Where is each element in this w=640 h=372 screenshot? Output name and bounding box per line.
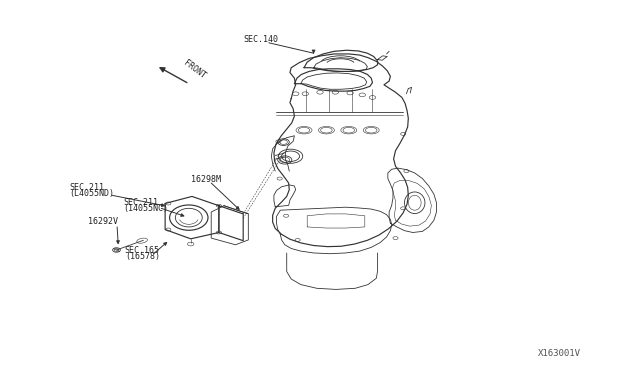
Text: 16292V: 16292V xyxy=(88,217,118,226)
Text: (14055NC): (14055NC) xyxy=(123,204,168,213)
Text: X163001V: X163001V xyxy=(538,349,580,358)
Text: SEC.140: SEC.140 xyxy=(243,35,278,44)
Text: (L4055ND): (L4055ND) xyxy=(69,189,114,198)
Text: SEC.211: SEC.211 xyxy=(69,183,104,192)
Text: 16298M: 16298M xyxy=(191,175,221,184)
Text: SEC.211: SEC.211 xyxy=(123,198,158,207)
Text: FRONT: FRONT xyxy=(182,58,207,81)
Text: (16578): (16578) xyxy=(125,252,160,261)
Text: SEC.165: SEC.165 xyxy=(125,246,160,255)
